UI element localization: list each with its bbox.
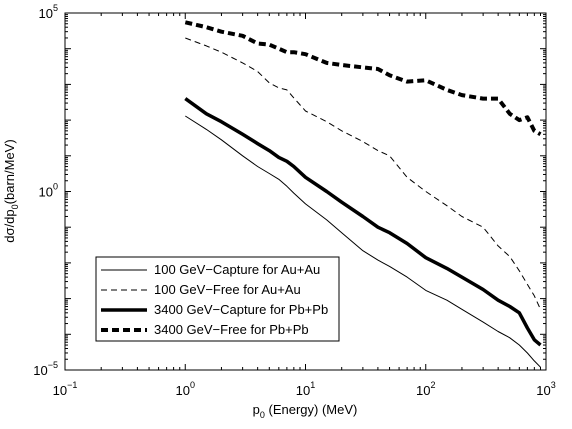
legend-label-au-free: 100 GeV−Free for Au+Au bbox=[154, 282, 301, 297]
series-line-1 bbox=[185, 37, 541, 310]
legend-label-au-capture: 100 GeV−Capture for Au+Au bbox=[154, 262, 320, 277]
y-axis-label: dσ/dp0(barn/MeV) bbox=[2, 139, 20, 242]
x-tick-label: 101 bbox=[296, 380, 315, 398]
x-tick-labels: 10−1 100 101 102 103 bbox=[53, 380, 556, 398]
x-tick-label: 102 bbox=[416, 380, 435, 398]
legend: 100 GeV−Capture for Au+Au 100 GeV−Free f… bbox=[95, 256, 340, 342]
legend-label-pb-free: 3400 GeV−Free for Pb+Pb bbox=[154, 322, 309, 337]
y-tick-label: 10−5 bbox=[33, 360, 58, 378]
x-tick-label: 100 bbox=[176, 380, 195, 398]
x-tick-label: 103 bbox=[536, 380, 555, 398]
x-tick-label: 10−1 bbox=[53, 380, 78, 398]
series-line-3 bbox=[184, 20, 542, 137]
y-tick-label: 105 bbox=[39, 3, 58, 21]
axis-ticks bbox=[64, 13, 546, 371]
legend-label-pb-capture: 3400 GeV−Capture for Pb+Pb bbox=[154, 302, 328, 317]
y-tick-label: 100 bbox=[39, 182, 58, 200]
legend-box bbox=[95, 256, 340, 342]
series-layer bbox=[184, 20, 542, 368]
series-line-0 bbox=[185, 115, 541, 368]
series-line-2 bbox=[184, 97, 542, 347]
x-axis-label: p0 (Energy) (MeV) bbox=[253, 402, 358, 420]
y-tick-labels: 10−5 100 105 bbox=[33, 3, 58, 378]
